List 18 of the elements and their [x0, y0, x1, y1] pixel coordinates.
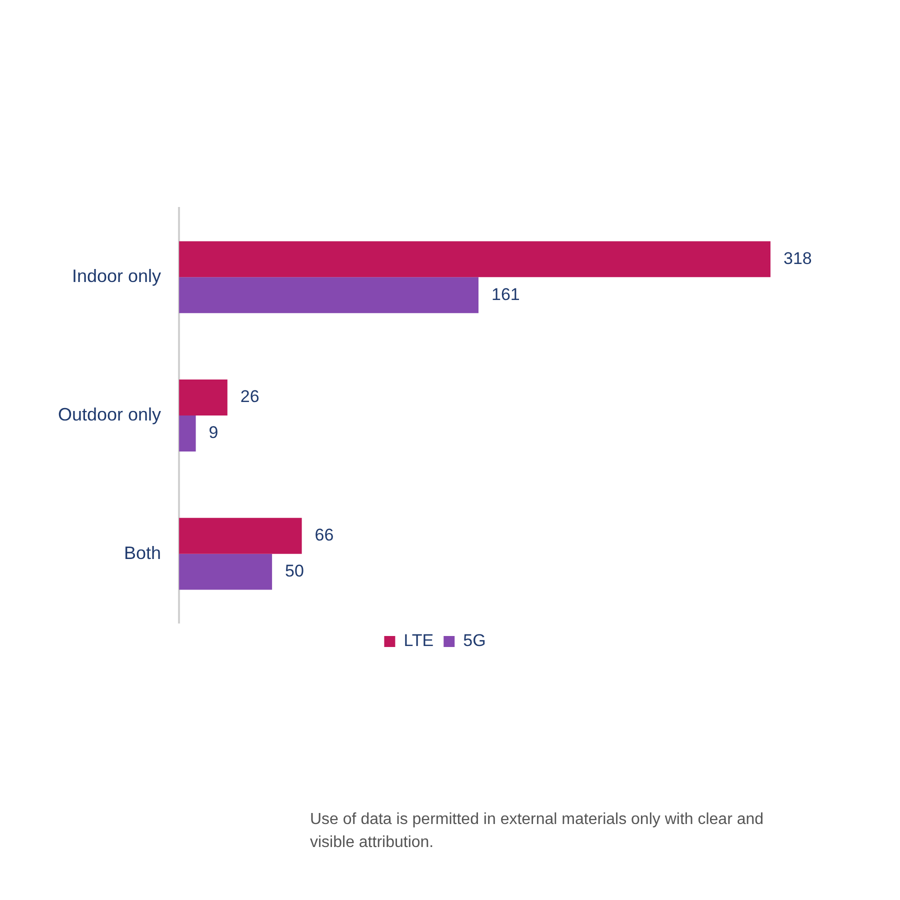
legend-label: LTE [404, 631, 434, 650]
bar [179, 554, 272, 590]
bar [179, 518, 302, 554]
data-label: 66 [314, 526, 334, 545]
legend-label: 5G [463, 631, 486, 650]
bar [179, 380, 228, 416]
data-label: 9 [208, 423, 218, 442]
data-label: 318 [783, 248, 812, 268]
bar [179, 416, 196, 452]
text: Use of data is permitted in external materials only with clear and visible attribution. [310, 810, 765, 853]
y-tick-label: Both [124, 542, 162, 563]
bar [179, 241, 770, 278]
y-tick-label: Indoor only [72, 266, 162, 286]
bar [179, 277, 478, 314]
data-label: 161 [491, 284, 520, 304]
data-label: 26 [240, 387, 260, 406]
y-tick-label: Outdoor only [58, 404, 162, 424]
data-label: 50 [285, 562, 304, 581]
